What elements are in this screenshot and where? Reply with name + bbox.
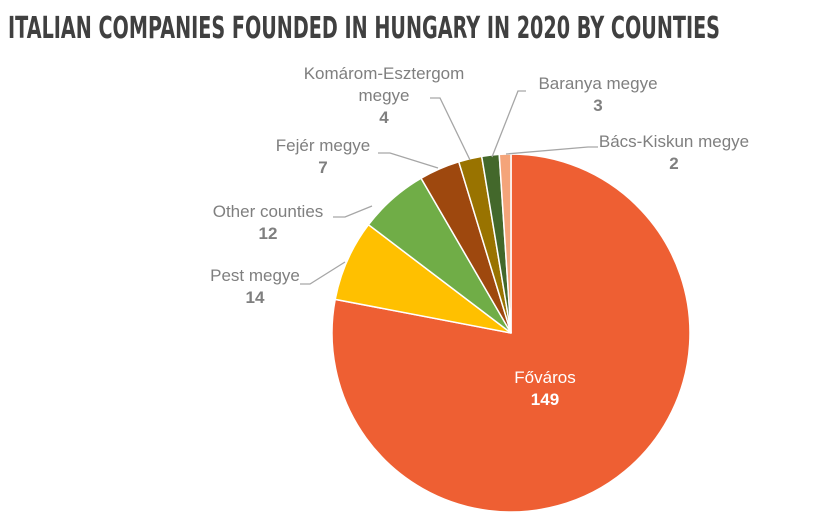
value-label: 14 <box>245 288 265 307</box>
data-label: Főváros 149 <box>514 367 575 411</box>
data-label: Pest megye 14 <box>210 265 300 309</box>
value-label: 2 <box>669 154 679 173</box>
data-label: Komárom-Esztergom megye 4 <box>297 63 472 129</box>
data-label: Bács-Kiskun megye 2 <box>599 131 749 175</box>
value-label: 7 <box>318 158 328 177</box>
chart-title: ITALIAN COMPANIES FOUNDED IN HUNGARY IN … <box>8 11 720 46</box>
value-label: 149 <box>530 390 560 409</box>
category-label: Főváros <box>514 368 576 387</box>
category-label: Other counties <box>212 202 324 221</box>
category-label: Bács-Kiskun megye <box>598 132 750 151</box>
value-label: 4 <box>379 108 389 127</box>
data-label: Fejér megye 7 <box>276 135 370 179</box>
data-label: Other counties 12 <box>213 201 324 245</box>
category-label: Pest megye <box>210 266 300 285</box>
category-label: Komárom-Esztergom megye <box>303 64 465 105</box>
leader-line <box>491 90 526 158</box>
category-label: Baranya megye <box>538 74 658 93</box>
value-label: 12 <box>258 224 278 243</box>
leader-line <box>300 261 346 285</box>
leader-line <box>333 205 373 218</box>
leader-line <box>505 146 598 155</box>
leader-line <box>378 152 439 169</box>
data-label: Baranya megye 3 <box>538 73 657 117</box>
category-label: Fejér megye <box>275 136 371 155</box>
leader-line <box>430 97 471 161</box>
pie-slice <box>331 153 691 513</box>
value-label: 3 <box>593 96 603 115</box>
